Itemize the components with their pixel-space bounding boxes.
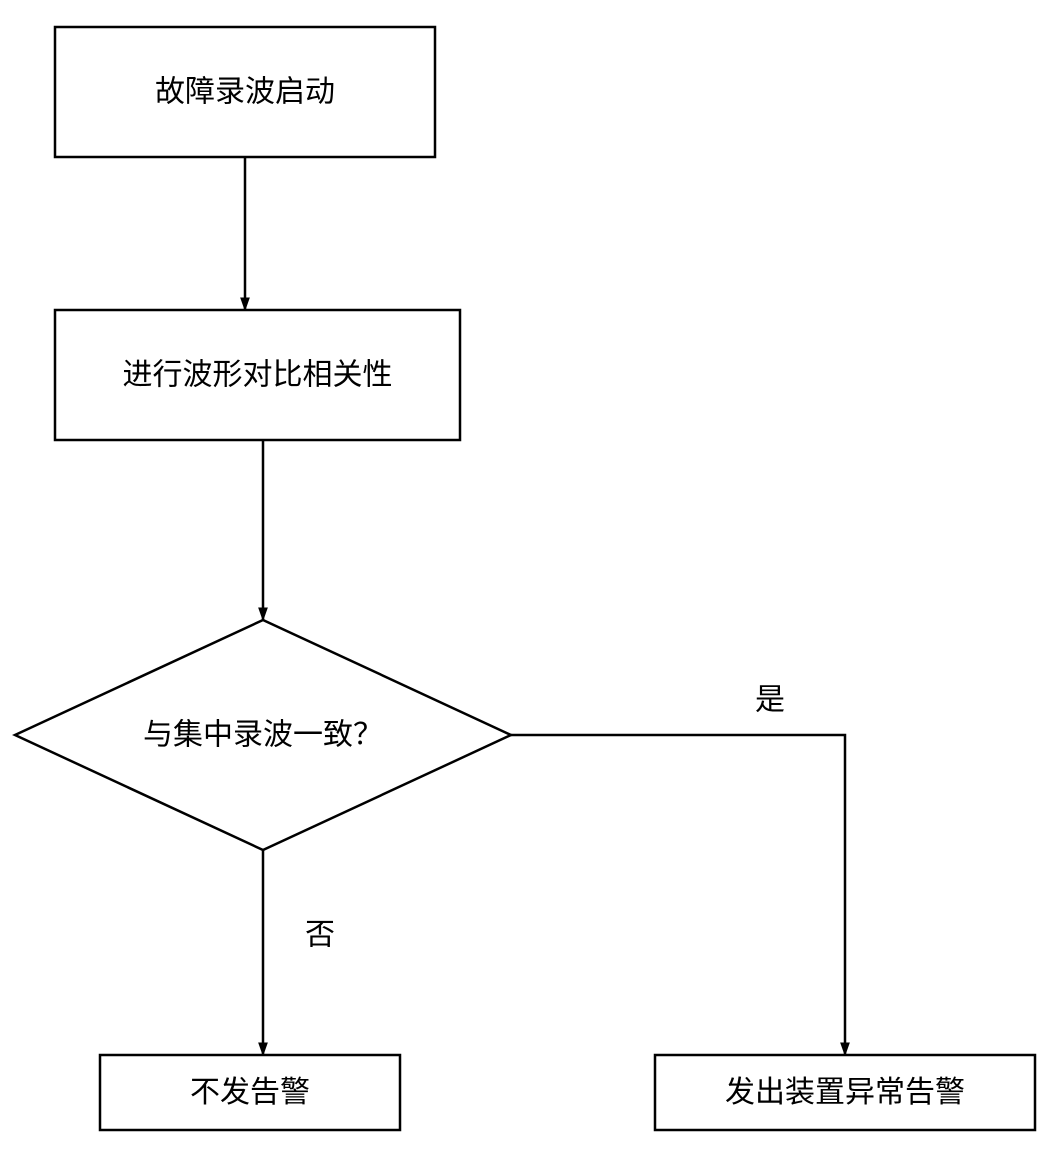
edge-label-e3: 否 — [305, 919, 335, 952]
node-label-alarm: 发出装置异常告警 — [725, 1076, 965, 1109]
node-label-noAlarm: 不发告警 — [190, 1076, 310, 1109]
edge-e4 — [511, 735, 845, 1055]
node-label-decision: 与集中录波一致？ — [143, 719, 383, 752]
node-label-start: 故障录波启动 — [155, 76, 335, 109]
edge-label-e4: 是 — [755, 684, 785, 717]
node-label-compare: 进行波形对比相关性 — [123, 359, 393, 392]
